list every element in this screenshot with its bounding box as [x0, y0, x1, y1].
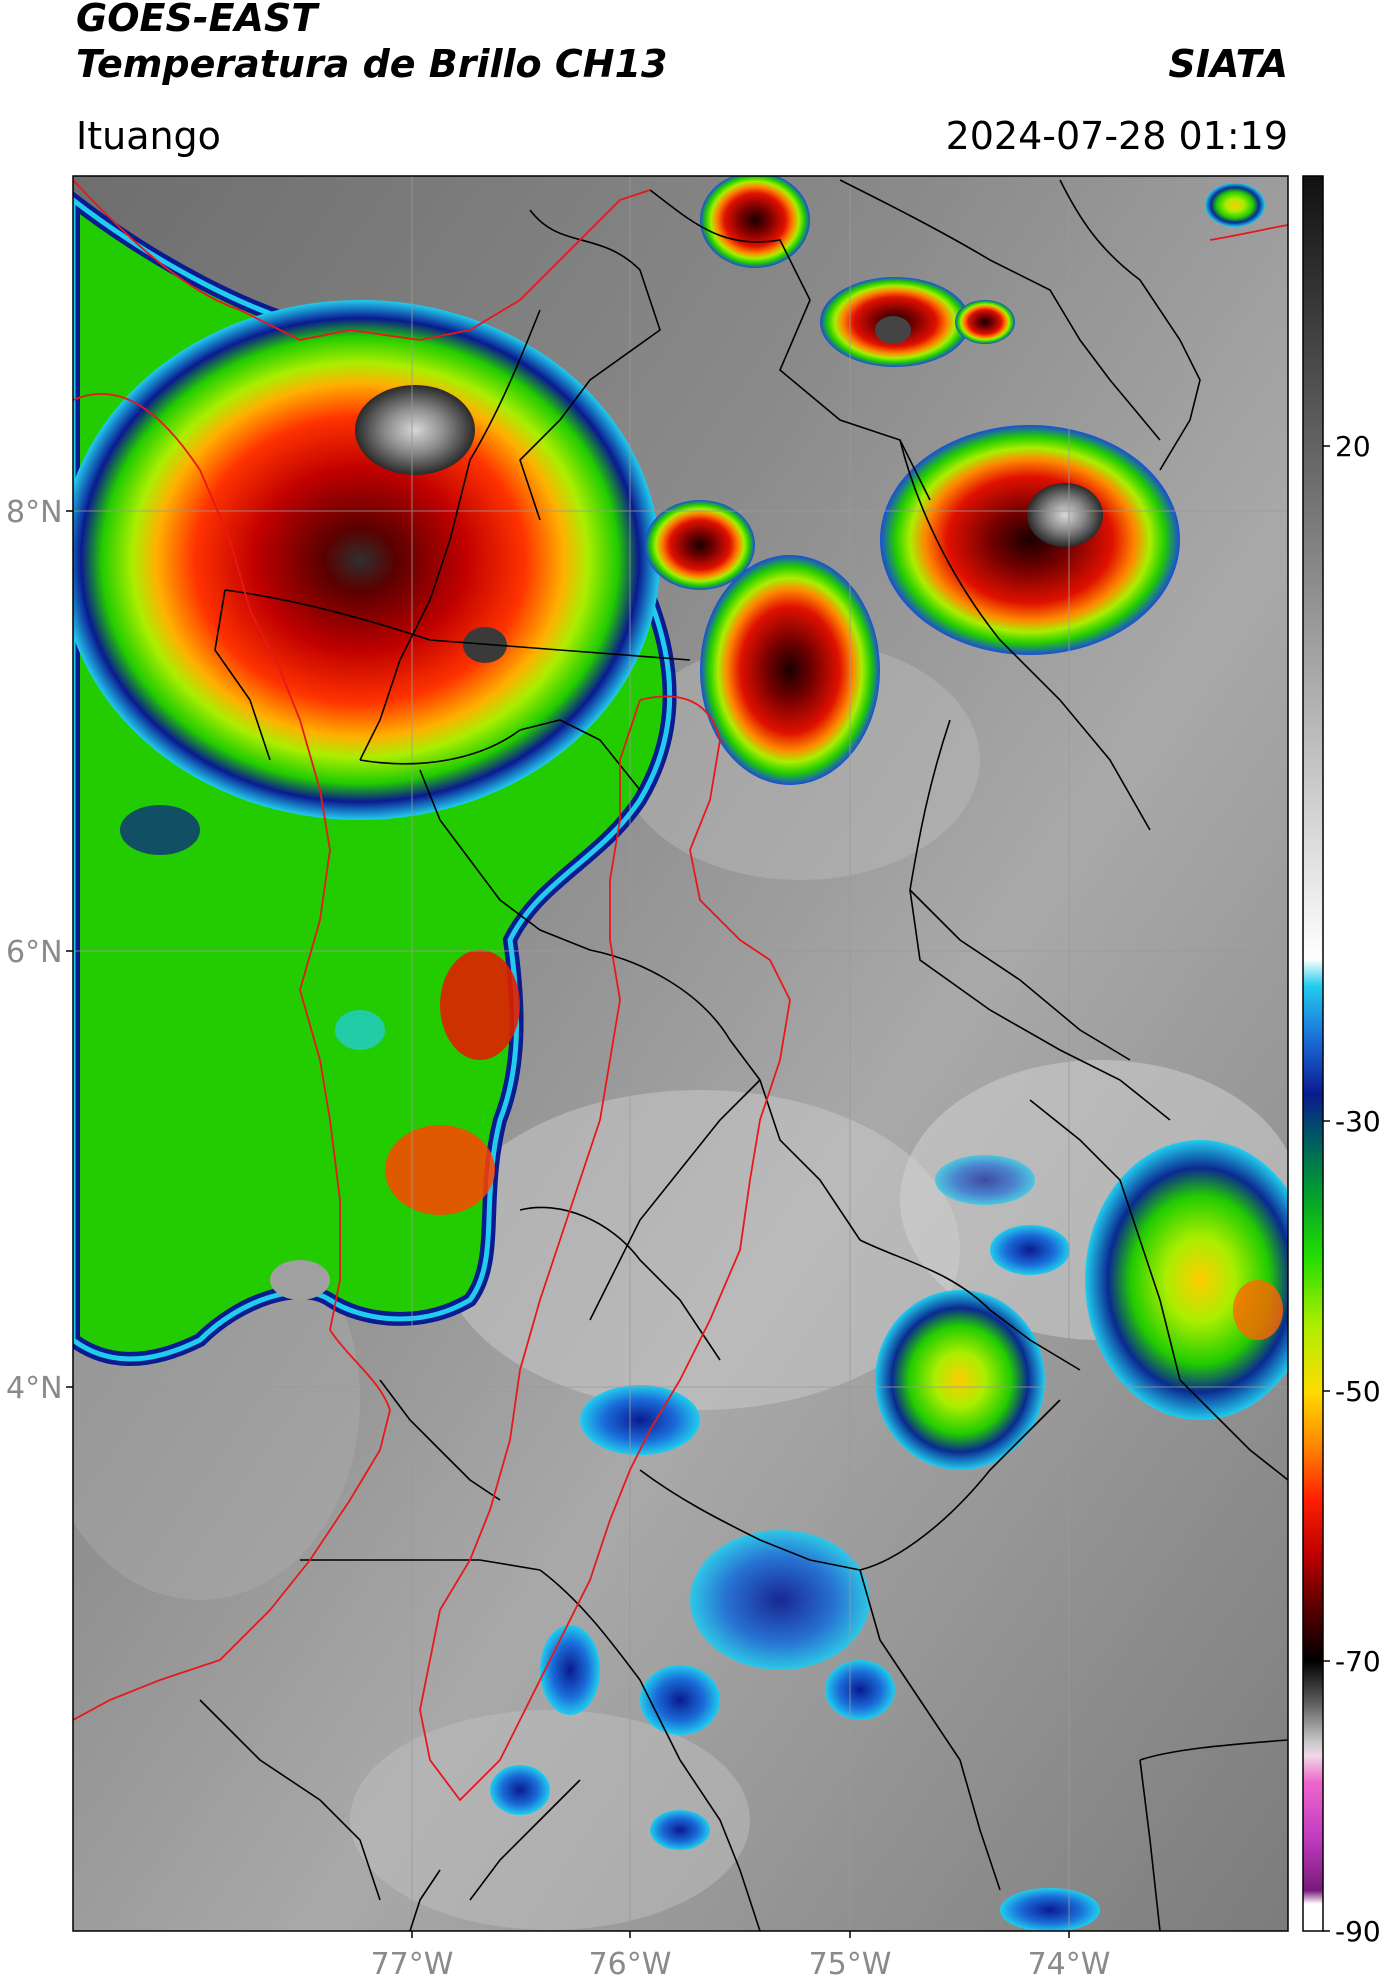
lon-tick-label: 77°W — [371, 1947, 454, 1981]
department-borders — [199, 179, 1288, 1931]
lat-tick-label: 4°N — [6, 1371, 63, 1406]
lat-tick-label: 6°N — [6, 935, 63, 970]
datetime-label: 2024-07-28 01:19 — [945, 114, 1288, 158]
coastline-boundary — [73, 179, 1288, 1802]
map-frame — [72, 175, 1289, 1932]
lat-tick-label: 8°N — [6, 495, 63, 530]
location-label: Ituango — [76, 114, 221, 158]
storm-cell-central — [700, 555, 880, 785]
colorbar-label: -50 — [1335, 1375, 1381, 1408]
storm-core-northwest — [73, 300, 660, 820]
organization-label: SIATA — [1168, 42, 1288, 86]
colorbar: 20 -30 -50 -70 -90 — [1302, 175, 1381, 1948]
colorbar-label: -90 — [1335, 1915, 1381, 1948]
colorbar-label: -70 — [1335, 1645, 1381, 1678]
lon-tick-label: 74°W — [1028, 1947, 1111, 1981]
map-panel — [73, 176, 1288, 1931]
lon-tick-label: 76°W — [589, 1947, 672, 1981]
product-title: Temperatura de Brillo CH13 — [76, 42, 668, 86]
colorbar-gradient — [1303, 176, 1323, 1931]
map-gridlines — [73, 176, 1288, 1931]
satellite-title: GOES-EAST — [76, 0, 318, 40]
storm-cell-east — [1085, 1140, 1288, 1420]
colorbar-label: 20 — [1335, 430, 1371, 463]
colorbar-label: -30 — [1335, 1105, 1381, 1138]
lon-tick-label: 75°W — [809, 1947, 892, 1981]
storm-cell-northeast — [880, 425, 1180, 655]
